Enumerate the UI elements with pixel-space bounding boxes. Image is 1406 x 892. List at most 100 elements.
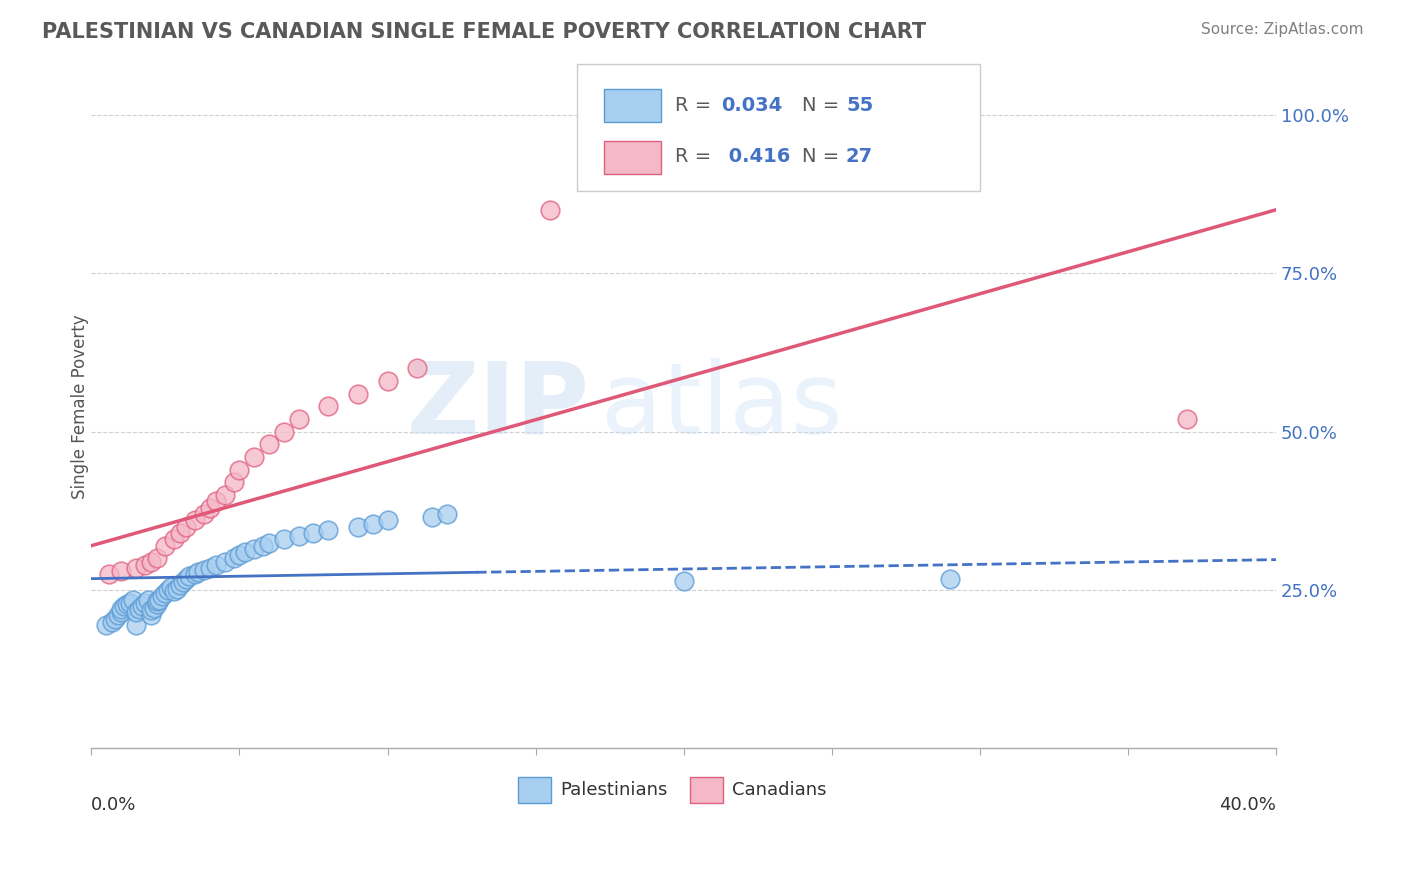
Point — [166, 582, 188, 596]
Point — [252, 539, 274, 553]
Text: N =: N = — [801, 95, 845, 115]
Point — [406, 361, 429, 376]
Point — [125, 605, 148, 619]
Point — [128, 602, 150, 616]
Point — [184, 513, 207, 527]
Point — [347, 519, 370, 533]
Point — [139, 603, 162, 617]
Point — [139, 608, 162, 623]
Point — [145, 594, 167, 608]
Point — [377, 374, 399, 388]
Text: Canadians: Canadians — [733, 781, 827, 799]
Text: PALESTINIAN VS CANADIAN SINGLE FEMALE POVERTY CORRELATION CHART: PALESTINIAN VS CANADIAN SINGLE FEMALE PO… — [42, 22, 927, 42]
Bar — [689, 777, 723, 803]
Point — [361, 516, 384, 531]
Point — [204, 558, 226, 572]
Point — [172, 575, 194, 590]
Point — [121, 592, 143, 607]
Text: atlas: atlas — [600, 358, 842, 455]
Point — [222, 551, 245, 566]
Point — [672, 574, 695, 588]
Text: 0.0%: 0.0% — [91, 797, 136, 814]
Point — [222, 475, 245, 490]
Text: Source: ZipAtlas.com: Source: ZipAtlas.com — [1201, 22, 1364, 37]
Point — [347, 386, 370, 401]
Point — [136, 592, 159, 607]
Point — [110, 564, 132, 578]
Point — [436, 507, 458, 521]
Point — [101, 615, 124, 629]
Point — [163, 533, 186, 547]
Point — [134, 558, 156, 572]
Point — [198, 561, 221, 575]
Text: Palestinians: Palestinians — [561, 781, 668, 799]
Point — [145, 597, 167, 611]
Point — [155, 539, 177, 553]
Y-axis label: Single Female Poverty: Single Female Poverty — [72, 314, 89, 499]
Point — [139, 555, 162, 569]
Point — [184, 567, 207, 582]
Point — [112, 599, 135, 613]
Point — [287, 412, 309, 426]
Point — [107, 608, 129, 623]
Text: 0.034: 0.034 — [721, 95, 783, 115]
Point — [110, 602, 132, 616]
Point — [538, 202, 561, 217]
Point — [228, 463, 250, 477]
Bar — [517, 777, 551, 803]
FancyBboxPatch shape — [576, 64, 980, 191]
Point — [160, 580, 183, 594]
Text: ZIP: ZIP — [406, 358, 589, 455]
Point — [110, 605, 132, 619]
Point — [214, 488, 236, 502]
Point — [163, 584, 186, 599]
Point — [155, 586, 177, 600]
Point — [273, 425, 295, 439]
Point — [131, 599, 153, 613]
Bar — [605, 141, 661, 174]
Point — [98, 567, 121, 582]
Point — [142, 600, 165, 615]
Text: 40.0%: 40.0% — [1219, 797, 1277, 814]
Point — [273, 533, 295, 547]
Point — [243, 450, 266, 464]
Point — [169, 578, 191, 592]
Point — [118, 596, 141, 610]
Point — [157, 582, 180, 597]
Point — [174, 572, 197, 586]
Text: 0.416: 0.416 — [721, 147, 790, 166]
Text: N =: N = — [801, 147, 845, 166]
Point — [96, 618, 118, 632]
Point — [214, 555, 236, 569]
Point — [152, 590, 174, 604]
Text: 27: 27 — [846, 147, 873, 166]
Text: 55: 55 — [846, 95, 873, 115]
Point — [104, 611, 127, 625]
Point — [316, 399, 339, 413]
Point — [174, 519, 197, 533]
Text: R =: R = — [675, 95, 718, 115]
Point — [287, 529, 309, 543]
Point — [145, 551, 167, 566]
Text: R =: R = — [675, 147, 718, 166]
Point — [169, 526, 191, 541]
Point — [377, 513, 399, 527]
Point — [115, 597, 138, 611]
Point — [193, 507, 215, 521]
Point — [125, 561, 148, 575]
Point — [187, 566, 209, 580]
Point — [302, 526, 325, 541]
Point — [148, 592, 170, 607]
Point — [193, 563, 215, 577]
Point — [204, 494, 226, 508]
Point — [198, 500, 221, 515]
Point — [257, 437, 280, 451]
Point — [228, 548, 250, 562]
Point — [257, 535, 280, 549]
Point — [125, 618, 148, 632]
Point — [177, 569, 200, 583]
Point — [939, 572, 962, 586]
Bar — [605, 89, 661, 122]
Point — [1175, 412, 1198, 426]
Point — [243, 541, 266, 556]
